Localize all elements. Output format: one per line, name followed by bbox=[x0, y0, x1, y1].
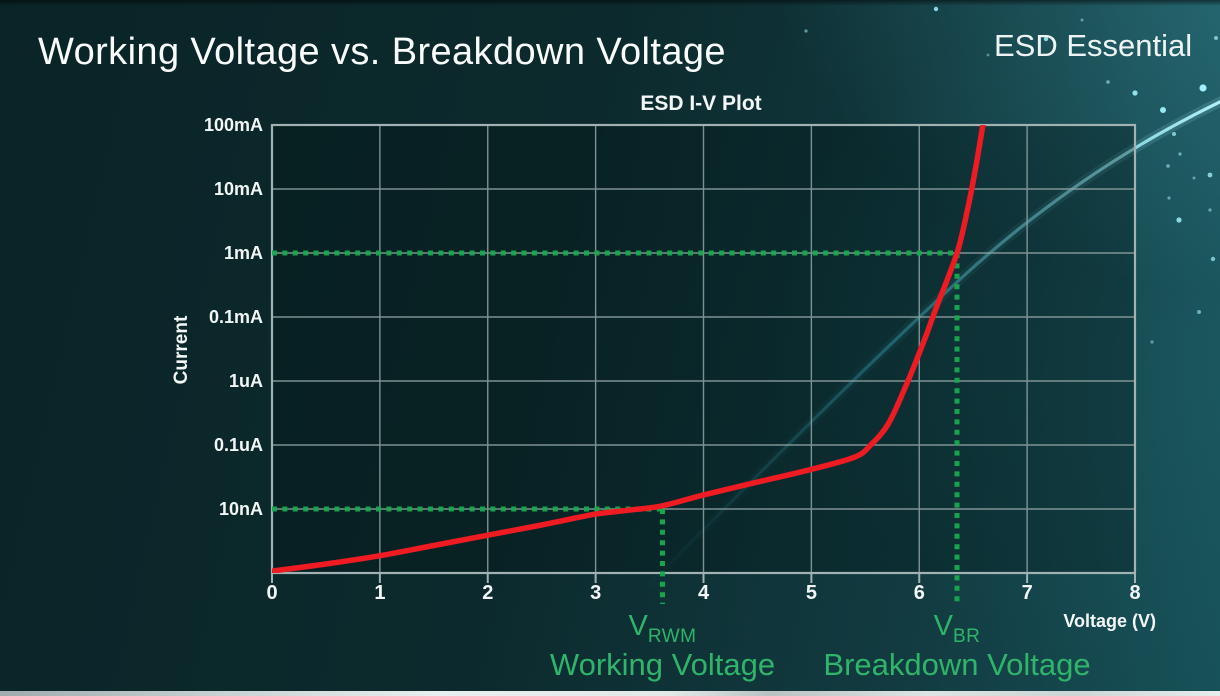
y-tick-label: 1uA bbox=[228, 371, 263, 391]
y-tick-label: 0.1uA bbox=[213, 435, 263, 455]
vrwm-v: V bbox=[628, 610, 648, 642]
grid-lines bbox=[272, 125, 1135, 573]
background-particles bbox=[804, 6, 1218, 344]
x-tick-label: 2 bbox=[482, 582, 494, 604]
breakdown-voltage-caption: Breakdown Voltage bbox=[823, 647, 1091, 682]
x-tick-label: 8 bbox=[1129, 582, 1141, 604]
y-tick-label: 10nA bbox=[218, 499, 263, 519]
x-tick-label: 3 bbox=[590, 582, 602, 604]
vbr-v: V bbox=[933, 610, 953, 642]
x-tick-label: 5 bbox=[805, 582, 817, 604]
working-voltage-caption: Working Voltage bbox=[549, 647, 776, 682]
x-tick-label: 6 bbox=[913, 582, 925, 604]
x-axis-ticks bbox=[271, 573, 1136, 583]
x-tick-label: 1 bbox=[374, 582, 386, 604]
bottom-edge-strip bbox=[0, 691, 1220, 696]
vrwm-subscript: RWM bbox=[647, 626, 697, 647]
x-tick-label: 0 bbox=[266, 582, 278, 604]
top-vignette bbox=[0, 0, 1220, 6]
chart-title: ESD I-V Plot bbox=[640, 92, 762, 115]
x-tick-label: 7 bbox=[1021, 582, 1033, 604]
vbr-subscript: BR bbox=[952, 626, 981, 647]
y-tick-label: 0.1mA bbox=[208, 307, 263, 327]
x-axis-label: Voltage (V) bbox=[1063, 611, 1156, 631]
x-tick-label: 4 bbox=[697, 582, 710, 604]
guide-dotted-lines bbox=[272, 250, 960, 604]
page-title: Working Voltage vs. Breakdown Voltage bbox=[38, 31, 726, 73]
y-tick-label: 10mA bbox=[213, 179, 263, 199]
y-tick-label: 1mA bbox=[223, 243, 263, 263]
iv-curve bbox=[272, 125, 986, 573]
vbr-symbol: VBR bbox=[934, 610, 981, 648]
y-tick-label: 100mA bbox=[203, 115, 263, 135]
vrwm-symbol: VRWM bbox=[629, 610, 697, 648]
brand-watermark: ESD Essential bbox=[994, 28, 1193, 63]
